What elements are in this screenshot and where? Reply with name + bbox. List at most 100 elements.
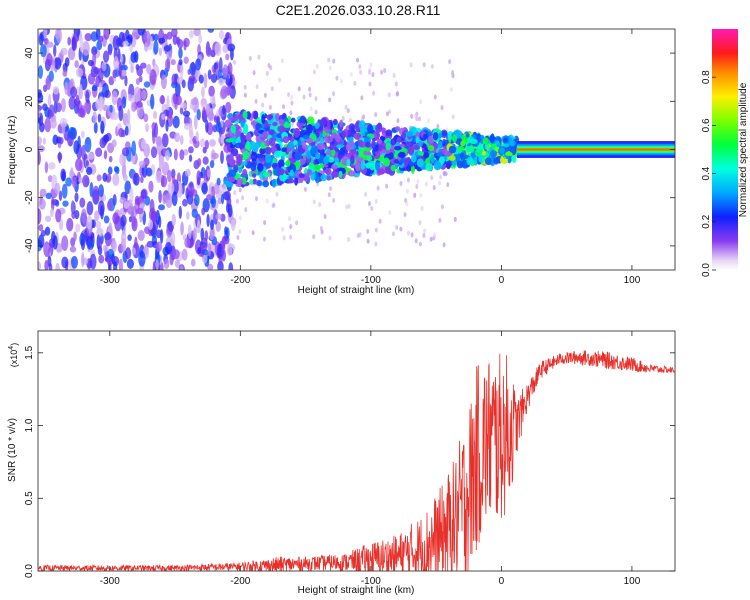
signal-blob <box>329 143 335 151</box>
faint-blob <box>374 198 378 204</box>
signal-blob <box>407 146 415 155</box>
noise-blob <box>222 104 226 115</box>
faint-blob <box>418 220 422 226</box>
noise-blob <box>201 207 206 216</box>
noise-blob <box>68 126 76 140</box>
noise-blob <box>39 194 43 206</box>
noise-blob <box>38 65 44 79</box>
noise-blob <box>217 69 223 79</box>
noise-blob <box>77 107 85 118</box>
noise-blob <box>171 168 176 179</box>
signal-blob <box>310 172 316 181</box>
noise-blob <box>71 36 77 51</box>
faint-blob <box>265 70 269 76</box>
noise-blob <box>74 60 79 68</box>
noise-blob <box>210 73 218 84</box>
faint-blob <box>419 192 423 198</box>
signal-blob <box>375 123 382 133</box>
noise-blob <box>79 232 86 246</box>
noise-blob <box>60 98 66 113</box>
signal-blob <box>310 144 319 155</box>
noise-blob <box>196 158 202 167</box>
signal-blob <box>401 131 407 140</box>
noise-blob <box>54 182 61 195</box>
noise-blob <box>91 46 98 56</box>
noise-blob <box>207 69 212 80</box>
faint-blob <box>369 62 373 68</box>
faint-blob <box>429 236 433 242</box>
noise-blob <box>48 162 56 170</box>
faint-blob <box>309 106 313 112</box>
signal-blob <box>298 173 305 178</box>
faint-blob <box>254 98 258 104</box>
noise-blob <box>44 226 51 236</box>
signal-blob <box>328 156 335 163</box>
faint-blob <box>252 70 256 76</box>
faint-blob <box>427 118 431 124</box>
colorbar-tick-label: 0.6 <box>701 118 712 132</box>
noise-blob <box>189 130 194 140</box>
faint-blob <box>440 204 444 210</box>
faint-blob <box>356 57 360 63</box>
noise-blob <box>218 256 223 266</box>
signal-blob <box>245 140 251 151</box>
noise-blob <box>155 229 162 239</box>
faint-blob <box>436 124 440 130</box>
noise-blob <box>91 85 98 92</box>
noise-blob <box>205 46 213 58</box>
colorbar-tick-label: 0.4 <box>701 166 712 180</box>
noise-blob <box>218 77 225 86</box>
noise-blob <box>100 120 105 134</box>
faint-blob <box>244 207 248 213</box>
x-tick-label: 0 <box>499 275 505 286</box>
noise-blob <box>114 166 120 175</box>
signal-blob <box>330 171 339 177</box>
signal-blob <box>378 146 383 152</box>
noise-blob <box>206 194 212 201</box>
noise-blob <box>150 93 155 110</box>
signal-blob <box>240 132 245 142</box>
faint-blob <box>288 216 292 222</box>
noise-blob <box>205 119 209 133</box>
noise-blob <box>224 86 232 96</box>
signal-blob <box>349 140 355 148</box>
y-tick-label: 20 <box>24 95 35 107</box>
faint-blob <box>438 180 442 186</box>
faint-blob <box>417 116 421 122</box>
signal-blob <box>271 121 278 127</box>
signal-blob <box>273 167 281 176</box>
faint-blob <box>335 75 339 81</box>
noise-blob <box>38 261 42 270</box>
noise-blob <box>103 150 108 160</box>
chart-title: C2E1.2026.033.10.28.R11 <box>276 2 441 18</box>
signal-blob <box>237 156 243 165</box>
noise-blob <box>138 160 146 168</box>
colorbar-ticks: 0.0 0.2 0.4 0.6 0.8 <box>701 70 716 277</box>
noise-blob <box>225 78 233 86</box>
noise-blob <box>101 62 107 72</box>
signal-blob <box>366 155 373 162</box>
signal-blob <box>358 139 364 147</box>
noise-blob <box>61 183 68 199</box>
noise-blob <box>122 40 129 47</box>
signal-blob <box>350 127 355 133</box>
noise-blob <box>111 112 119 121</box>
noise-blob <box>215 213 222 220</box>
signal-blob <box>425 162 433 172</box>
noise-blob <box>219 29 225 40</box>
faint-blob <box>289 234 293 240</box>
noise-blob <box>95 98 101 110</box>
noise-blob <box>169 251 174 266</box>
noise-blob <box>130 64 134 74</box>
faint-blob <box>394 81 398 87</box>
faint-blob <box>420 206 424 212</box>
faint-blob <box>416 179 420 185</box>
signal-blob <box>503 137 508 143</box>
noise-blob <box>47 94 52 107</box>
signal-blob <box>432 132 439 141</box>
noise-blob <box>140 176 144 184</box>
signal-blob <box>436 152 444 157</box>
signal-blob <box>438 132 443 139</box>
noise-blob <box>199 138 205 148</box>
signal-blob <box>271 178 277 188</box>
